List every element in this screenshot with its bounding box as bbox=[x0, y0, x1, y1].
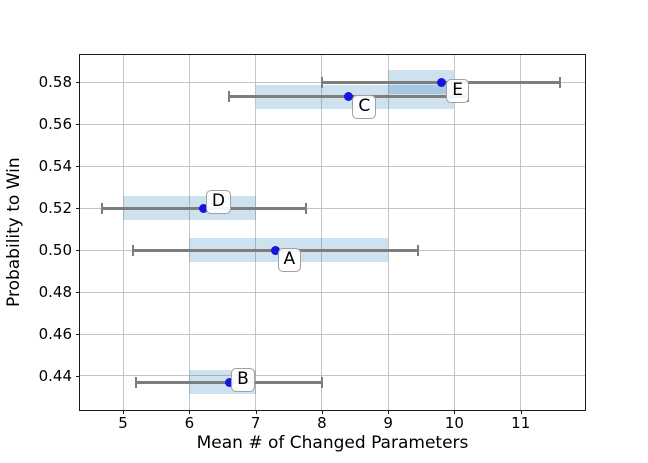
x-tick-label: 9 bbox=[383, 414, 393, 432]
y-tick-label: 0.50 bbox=[38, 241, 72, 260]
y-tick-label: 0.46 bbox=[38, 325, 72, 343]
gridline-vertical bbox=[122, 55, 124, 410]
x-tick-label: 8 bbox=[317, 414, 327, 432]
x-tick-mark bbox=[189, 410, 191, 414]
y-tick-label: 0.48 bbox=[38, 283, 72, 302]
point-label-A: A bbox=[277, 248, 302, 273]
gridline-horizontal bbox=[80, 375, 585, 377]
error-bar-cap-left-C bbox=[228, 91, 231, 103]
y-tick-mark bbox=[76, 82, 80, 84]
x-tick-label: 10 bbox=[444, 414, 464, 432]
data-point-D bbox=[199, 203, 209, 213]
data-point-C bbox=[343, 92, 353, 102]
point-label-D: D bbox=[205, 190, 232, 215]
y-tick-mark bbox=[76, 250, 80, 252]
x-tick-mark bbox=[255, 410, 257, 414]
y-tick-mark bbox=[76, 166, 80, 168]
y-tick-label: 0.58 bbox=[38, 73, 72, 92]
y-axis-label: Probability to Win bbox=[4, 157, 24, 308]
gridline-vertical bbox=[453, 55, 455, 410]
error-bar-cap-right-D bbox=[304, 202, 307, 214]
data-point-E bbox=[436, 77, 446, 87]
point-label-C: C bbox=[352, 94, 377, 119]
x-axis-label: Mean # of Changed Parameters bbox=[196, 433, 469, 453]
error-bar-cap-right-A bbox=[416, 244, 419, 256]
x-tick-label: 5 bbox=[118, 414, 128, 432]
x-tick-label: 7 bbox=[250, 414, 261, 432]
y-tick-mark bbox=[76, 375, 80, 377]
error-bar-cap-left-E bbox=[320, 76, 323, 88]
data-point-A bbox=[271, 245, 280, 255]
y-tick-mark bbox=[76, 208, 80, 210]
gridline-horizontal bbox=[80, 291, 585, 293]
gridline-vertical bbox=[255, 55, 257, 410]
x-tick-mark bbox=[454, 410, 456, 414]
plot-area: A B C D E bbox=[79, 54, 586, 411]
x-tick-label: 11 bbox=[511, 414, 531, 432]
gridline-vertical bbox=[520, 55, 522, 410]
y-tick-mark bbox=[76, 124, 80, 126]
x-tick-label: 6 bbox=[184, 414, 195, 432]
y-tick-label: 0.52 bbox=[38, 199, 72, 218]
gridline-horizontal bbox=[80, 123, 585, 125]
x-tick-mark bbox=[388, 410, 390, 414]
error-bar-cap-right-E bbox=[559, 76, 562, 88]
gridline-vertical bbox=[321, 55, 323, 410]
point-label-E: E bbox=[446, 79, 469, 104]
y-tick-label: 0.56 bbox=[38, 115, 72, 134]
gridline-vertical bbox=[387, 55, 389, 410]
gridline-vertical bbox=[188, 55, 190, 410]
y-tick-mark bbox=[76, 334, 80, 335]
data-point-B bbox=[224, 377, 234, 387]
error-bar-cap-right-B bbox=[320, 376, 323, 388]
x-tick-mark bbox=[123, 410, 125, 414]
error-bar-cap-left-A bbox=[132, 244, 135, 256]
gridline-horizontal bbox=[80, 207, 585, 209]
error-bar-cap-left-B bbox=[135, 376, 138, 388]
x-tick-mark bbox=[321, 410, 323, 414]
y-tick-label: 0.54 bbox=[38, 157, 72, 176]
y-tick-label: 0.44 bbox=[38, 366, 72, 385]
x-tick-mark bbox=[520, 410, 522, 414]
y-tick-mark bbox=[76, 292, 80, 294]
gridline-horizontal bbox=[80, 165, 585, 167]
point-label-B: B bbox=[231, 368, 255, 393]
error-bar-cap-left-D bbox=[100, 202, 103, 214]
gridline-horizontal bbox=[80, 333, 585, 335]
